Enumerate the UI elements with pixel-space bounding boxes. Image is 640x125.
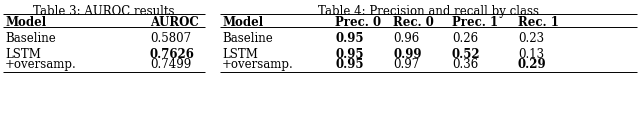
Text: 0.23: 0.23 — [518, 32, 544, 45]
Text: Baseline: Baseline — [5, 32, 56, 45]
Text: Prec. 1: Prec. 1 — [452, 16, 498, 29]
Text: 0.99: 0.99 — [393, 48, 422, 61]
Text: Model: Model — [5, 16, 46, 29]
Text: 0.29: 0.29 — [518, 58, 547, 71]
Text: 0.26: 0.26 — [452, 32, 478, 45]
Text: 0.96: 0.96 — [393, 32, 419, 45]
Text: Table 4: Precision and recall by class: Table 4: Precision and recall by class — [318, 5, 539, 18]
Text: 0.95: 0.95 — [335, 48, 364, 61]
Text: 0.95: 0.95 — [335, 32, 364, 45]
Text: 0.7499: 0.7499 — [150, 58, 191, 71]
Text: 0.36: 0.36 — [452, 58, 478, 71]
Text: LSTM: LSTM — [222, 48, 258, 61]
Text: +oversamp.: +oversamp. — [222, 58, 294, 71]
Text: Baseline: Baseline — [222, 32, 273, 45]
Text: Prec. 0: Prec. 0 — [335, 16, 381, 29]
Text: Table 3: AUROC results: Table 3: AUROC results — [33, 5, 175, 18]
Text: 0.5807: 0.5807 — [150, 32, 191, 45]
Text: Rec. 1: Rec. 1 — [518, 16, 559, 29]
Text: 0.95: 0.95 — [335, 58, 364, 71]
Text: 0.13: 0.13 — [518, 48, 544, 61]
Text: Rec. 0: Rec. 0 — [393, 16, 434, 29]
Text: LSTM: LSTM — [5, 48, 41, 61]
Text: 0.97: 0.97 — [393, 58, 419, 71]
Text: 0.52: 0.52 — [452, 48, 481, 61]
Text: +oversamp.: +oversamp. — [5, 58, 77, 71]
Text: 0.7626: 0.7626 — [150, 48, 195, 61]
Text: AUROC: AUROC — [150, 16, 199, 29]
Text: Model: Model — [222, 16, 263, 29]
